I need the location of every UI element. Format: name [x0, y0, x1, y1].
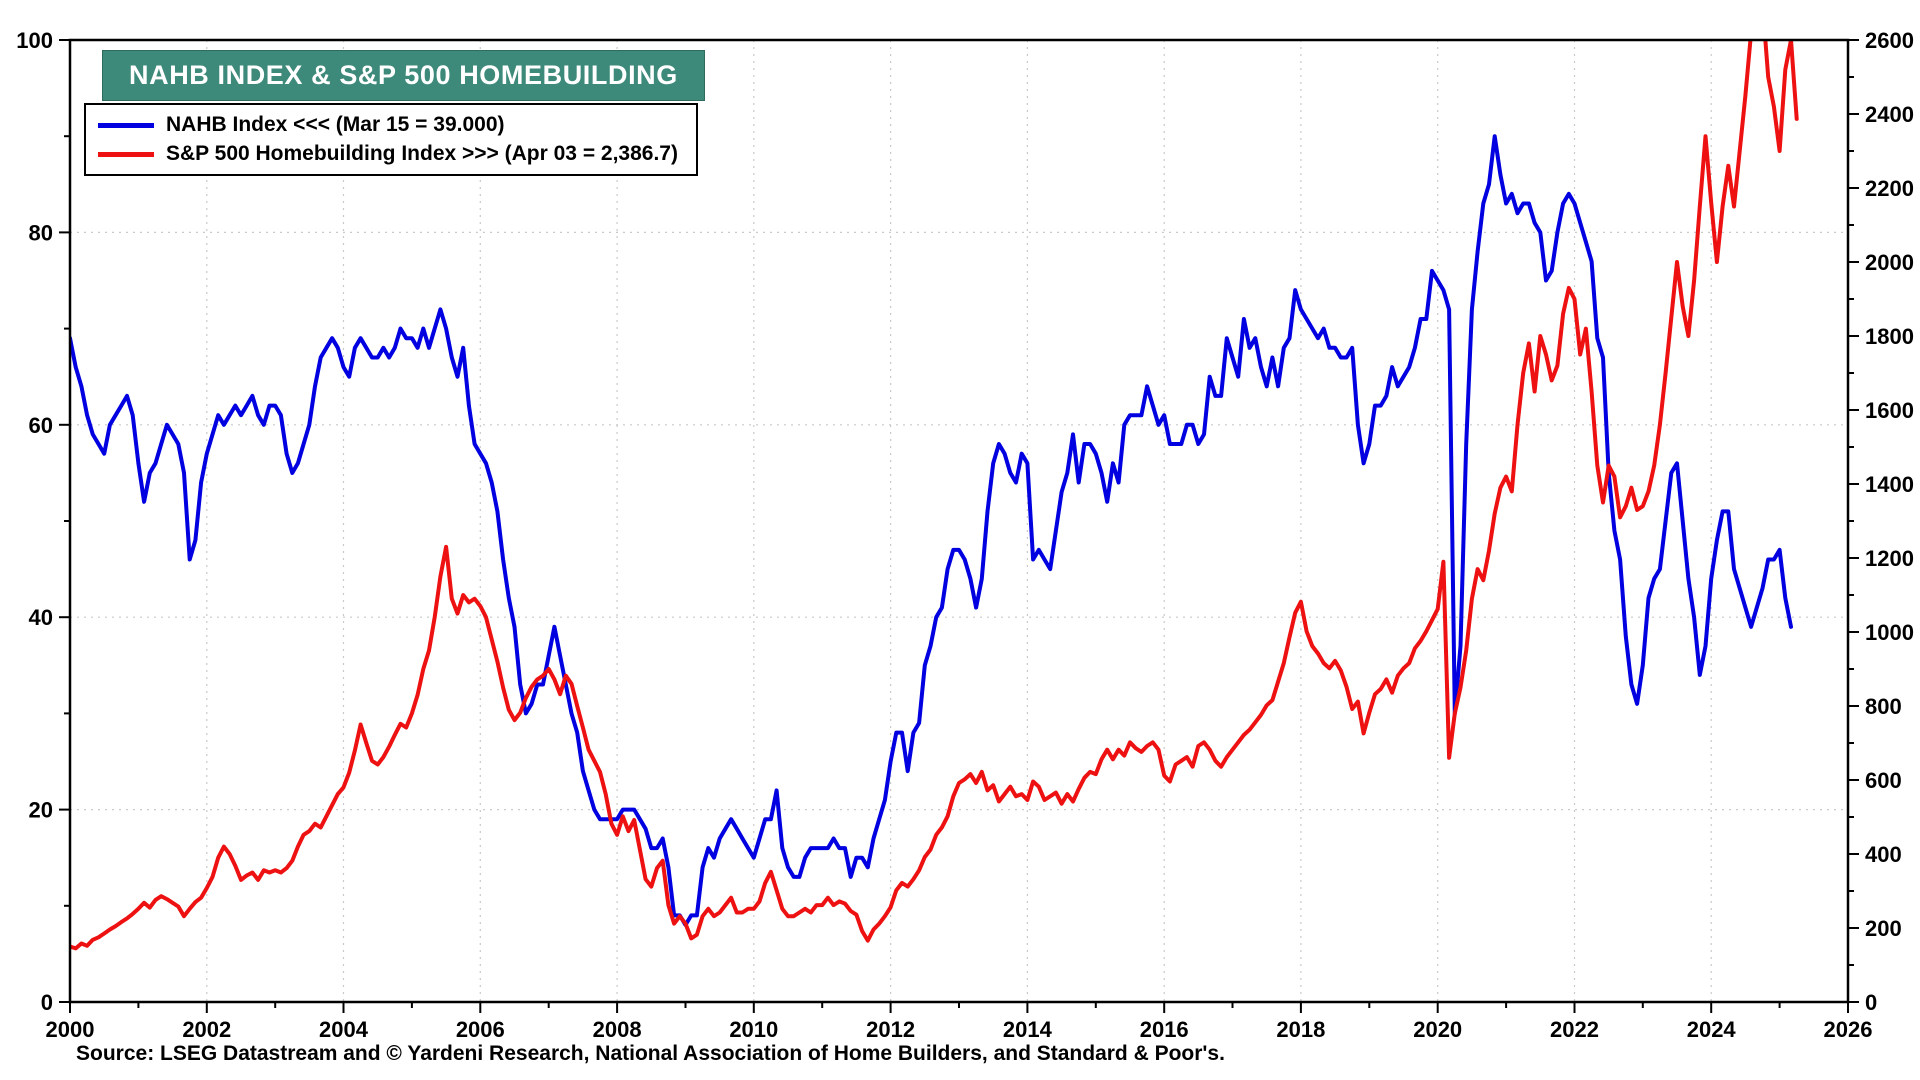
- axis-tick-labels: 2000 2002 2004 2006 2008 2010 2012 2014 2016 2018…: [16, 28, 1914, 1042]
- legend-box: NAHB Index <<< (Mar 15 = 39.000) S&P 500…: [84, 103, 698, 176]
- svg-text:1200: 1200: [1865, 546, 1914, 571]
- svg-text:100: 100: [16, 28, 53, 53]
- gridlines: [70, 40, 1848, 1002]
- svg-text:1800: 1800: [1865, 324, 1914, 349]
- svg-text:60: 60: [29, 413, 53, 438]
- series-line-sp500-homebuilding: [70, 40, 1799, 951]
- svg-text:2012: 2012: [866, 1017, 915, 1042]
- svg-text:2400: 2400: [1865, 102, 1914, 127]
- plot-series: [70, 40, 1799, 951]
- svg-text:1400: 1400: [1865, 472, 1914, 497]
- svg-text:2010: 2010: [729, 1017, 778, 1042]
- series-line-nahb: [70, 134, 1793, 927]
- svg-text:0: 0: [1865, 990, 1877, 1015]
- sp500-line-swatch: [98, 151, 154, 157]
- svg-text:80: 80: [29, 220, 53, 245]
- svg-text:1600: 1600: [1865, 398, 1914, 423]
- svg-text:2000: 2000: [1865, 250, 1914, 275]
- legend-item-sp500: S&P 500 Homebuilding Index >>> (Apr 03 =…: [98, 142, 678, 166]
- svg-text:2024: 2024: [1687, 1017, 1737, 1042]
- svg-text:2002: 2002: [182, 1017, 231, 1042]
- svg-text:400: 400: [1865, 842, 1902, 867]
- nahb-line-swatch: [98, 122, 154, 128]
- svg-text:2014: 2014: [1003, 1017, 1053, 1042]
- svg-text:2016: 2016: [1140, 1017, 1189, 1042]
- source-note: Source: LSEG Datastream and © Yardeni Re…: [76, 1042, 1225, 1065]
- svg-text:2000: 2000: [46, 1017, 95, 1042]
- svg-text:20: 20: [29, 798, 53, 823]
- svg-text:1000: 1000: [1865, 620, 1914, 645]
- svg-text:2600: 2600: [1865, 28, 1914, 53]
- svg-text:2026: 2026: [1824, 1017, 1873, 1042]
- svg-text:800: 800: [1865, 694, 1902, 719]
- svg-text:2020: 2020: [1413, 1017, 1462, 1042]
- svg-text:0: 0: [41, 990, 53, 1015]
- svg-text:40: 40: [29, 605, 53, 630]
- chart-title: NAHB INDEX & S&P 500 HOMEBUILDING: [129, 60, 678, 90]
- axis-ticks: [59, 39, 1859, 1013]
- svg-text:2008: 2008: [593, 1017, 642, 1042]
- svg-text:600: 600: [1865, 768, 1902, 793]
- svg-text:200: 200: [1865, 916, 1902, 941]
- svg-text:2004: 2004: [319, 1017, 369, 1042]
- svg-text:2022: 2022: [1550, 1017, 1599, 1042]
- legend-label-nahb: NAHB Index <<< (Mar 15 = 39.000): [166, 113, 505, 136]
- legend-item-nahb: NAHB Index <<< (Mar 15 = 39.000): [98, 113, 678, 137]
- chart-title-box: NAHB INDEX & S&P 500 HOMEBUILDING: [102, 50, 705, 101]
- svg-text:2200: 2200: [1865, 176, 1914, 201]
- svg-text:2006: 2006: [456, 1017, 505, 1042]
- legend-label-sp500: S&P 500 Homebuilding Index >>> (Apr 03 =…: [166, 142, 678, 165]
- svg-text:2018: 2018: [1276, 1017, 1325, 1042]
